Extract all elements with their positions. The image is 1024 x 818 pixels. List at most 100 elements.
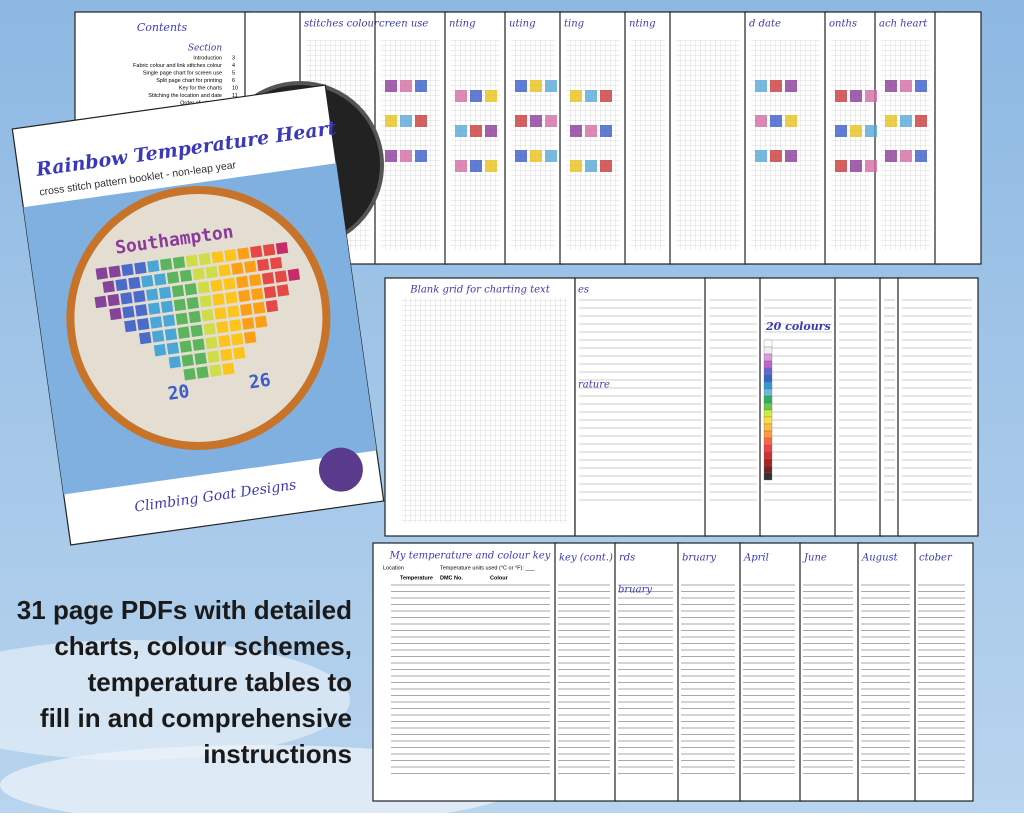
page <box>739 542 804 802</box>
heart-stitch <box>95 267 108 280</box>
heart-stitch <box>400 150 412 162</box>
page-header: August <box>861 553 899 564</box>
heart-stitch <box>128 276 141 290</box>
heart-stitch <box>455 90 467 102</box>
heart-stitch <box>220 348 233 362</box>
heart-stitch <box>470 125 482 137</box>
heart-stitch <box>138 331 152 345</box>
heart-stitch <box>545 150 557 162</box>
heart-stitch <box>385 80 397 92</box>
page-header: bruary <box>682 553 716 564</box>
heart-stitch <box>900 115 912 127</box>
heart-stitch <box>227 305 240 318</box>
page-header: nting <box>629 19 656 30</box>
contents-page: 6 <box>232 78 235 84</box>
page <box>834 277 884 537</box>
chart-grid <box>451 40 500 250</box>
chart-grid <box>831 40 870 250</box>
grid-title: Blank grid for charting text <box>409 285 550 296</box>
heart-stitch <box>133 290 146 303</box>
tagline-line: 31 page PDFs with detailed <box>17 595 352 625</box>
heart-stitch <box>585 160 597 172</box>
heart-stitch <box>107 293 120 307</box>
colour-swatch <box>763 346 773 355</box>
heart-stitch <box>158 286 172 300</box>
heart-stitch <box>515 80 527 92</box>
heart-stitch <box>223 277 236 291</box>
chart-grid <box>676 40 740 250</box>
contents-item: Introduction <box>193 55 222 61</box>
heart-stitch <box>770 150 782 162</box>
contents-item: Fabric colour and link stitches colour <box>133 63 222 69</box>
heart-stitch <box>196 366 209 379</box>
heart-stitch <box>530 150 542 162</box>
location-label: Location <box>383 565 404 571</box>
heart-stitch <box>134 261 147 275</box>
contents-page: 11 <box>232 93 238 99</box>
heart-stitch <box>287 268 301 281</box>
heart-stitch <box>275 241 289 255</box>
colour-swatch <box>763 423 773 432</box>
heart-stitch <box>600 125 612 137</box>
heart-stitch <box>263 286 277 299</box>
chart-grid <box>381 40 440 250</box>
chart-grid <box>631 40 665 250</box>
page <box>799 542 862 802</box>
page-header: ctober <box>919 553 953 564</box>
heart-stitch <box>218 334 231 348</box>
heart-stitch <box>236 275 249 289</box>
heart-stitch <box>192 338 205 351</box>
heart-stitch <box>151 330 165 343</box>
heart-stitch <box>214 307 227 320</box>
heart-stitch <box>241 317 255 330</box>
heart-stitch <box>455 160 467 172</box>
colour-swatch <box>763 444 773 453</box>
heart-stitch <box>149 316 163 329</box>
heart-stitch <box>885 150 897 162</box>
heart-stitch <box>194 352 207 365</box>
contents-item: Single page chart for screen use <box>143 70 222 76</box>
heart-stitch <box>545 115 557 127</box>
page-header: d date <box>749 19 781 30</box>
heart-stitch <box>515 115 527 127</box>
page <box>897 277 979 537</box>
page <box>372 542 559 802</box>
heart-stitch <box>900 80 912 92</box>
heart-stitch <box>94 295 107 309</box>
tagline-line: temperature tables to <box>88 667 352 697</box>
heart-stitch <box>124 319 137 333</box>
heart-stitch <box>238 289 251 303</box>
heart-stitch <box>231 333 244 346</box>
heart-stitch <box>207 350 220 363</box>
colour-swatch <box>763 416 773 425</box>
year: 20 <box>166 381 190 405</box>
heart-stitch <box>835 90 847 102</box>
heart-stitch <box>254 315 268 329</box>
colour-swatch <box>763 430 773 439</box>
section-label: Section <box>188 44 222 54</box>
heart-stitch <box>865 125 877 137</box>
page-header: uting <box>509 19 536 30</box>
heart-stitch <box>515 150 527 162</box>
page-header: rature <box>578 380 610 391</box>
contents-item: Key for the charts <box>179 85 222 91</box>
chart-grid <box>511 40 555 250</box>
heart-stitch <box>252 301 266 315</box>
page-header: June <box>802 553 827 564</box>
heart-stitch <box>900 150 912 162</box>
key-title: My temperature and colour key <box>389 551 551 562</box>
contents-title: Contents <box>137 21 188 34</box>
colour-swatch <box>763 388 773 397</box>
heart-stitch <box>159 258 173 271</box>
heart-stitch <box>210 279 223 292</box>
page-header: es <box>578 285 589 296</box>
heart-stitch <box>224 249 237 262</box>
heart-stitch <box>915 150 927 162</box>
heart-stitch <box>470 90 482 102</box>
colour-swatch <box>763 339 773 348</box>
heart-stitch <box>211 250 224 264</box>
colour-swatch <box>763 458 773 467</box>
colour-swatch <box>763 395 773 404</box>
heart-stitch <box>222 362 235 376</box>
heart-stitch <box>185 254 199 268</box>
